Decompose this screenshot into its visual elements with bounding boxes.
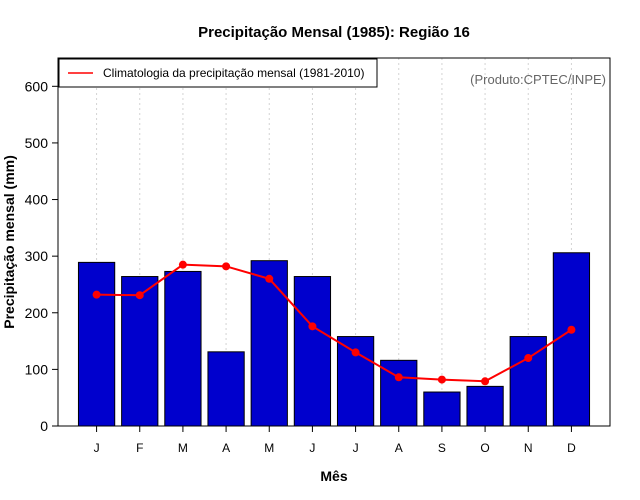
y-axis-label: Precipitação mensal (mm) bbox=[1, 155, 17, 329]
legend-box bbox=[58, 58, 378, 88]
bar-j-1 bbox=[77, 261, 116, 427]
climatology-point bbox=[222, 262, 231, 271]
bar-n-11 bbox=[509, 336, 547, 427]
chart-title: Precipitação Mensal (1985): Região 16 bbox=[198, 24, 470, 41]
climatology-point bbox=[524, 354, 533, 363]
bars-series bbox=[77, 252, 591, 427]
climatology-point bbox=[308, 322, 317, 331]
climatology-series bbox=[92, 260, 576, 386]
plot-frame bbox=[57, 57, 611, 427]
x-tick-label: N bbox=[524, 441, 533, 455]
x-tick-label: S bbox=[438, 441, 446, 455]
bar-m-5 bbox=[250, 260, 288, 427]
source-annotation: (Produto:CPTEC/INPE) bbox=[470, 72, 606, 87]
y-tick-label: 300 bbox=[25, 248, 49, 264]
bar-m-3 bbox=[164, 270, 202, 427]
bar-o-10 bbox=[466, 385, 504, 427]
x-tick-label: J bbox=[353, 441, 359, 455]
bar-d-12 bbox=[552, 252, 591, 427]
climatology-point bbox=[481, 377, 490, 386]
x-tick-label: D bbox=[567, 441, 576, 455]
x-axis-label: Mês bbox=[320, 468, 347, 484]
climatology-point bbox=[394, 373, 403, 382]
x-tick-label: M bbox=[178, 441, 188, 455]
bar-s-9 bbox=[423, 391, 461, 427]
climatology-point bbox=[92, 290, 101, 299]
y-tick-label: 500 bbox=[25, 135, 49, 151]
y-axis: 0 100 200 300 400 500 600 bbox=[25, 78, 58, 434]
x-tick-label: A bbox=[395, 441, 403, 455]
climatology-point bbox=[265, 274, 274, 283]
climatology-point bbox=[351, 348, 360, 357]
x-tick-label: J bbox=[94, 441, 100, 455]
y-tick-label: 0 bbox=[40, 418, 48, 434]
y-tick-label: 100 bbox=[25, 361, 49, 377]
x-tick-label: O bbox=[480, 441, 489, 455]
x-tick-label: J bbox=[309, 441, 315, 455]
climatology-point bbox=[567, 325, 576, 334]
climatology-point bbox=[178, 260, 187, 269]
y-tick-label: 600 bbox=[25, 78, 49, 94]
climatology-point bbox=[437, 375, 446, 384]
y-tick-label: 200 bbox=[25, 305, 49, 321]
climatology-line bbox=[96, 263, 572, 383]
x-tick-label: F bbox=[136, 441, 143, 455]
x-tick-label: M bbox=[264, 441, 274, 455]
x-tick-label: A bbox=[222, 441, 230, 455]
legend-label: Climatologia da precipitação mensal (198… bbox=[103, 66, 364, 80]
y-tick-label: 400 bbox=[25, 192, 49, 208]
bar-j-6 bbox=[293, 276, 332, 427]
legend: Climatologia da precipitação mensal (198… bbox=[58, 58, 378, 88]
bar-a-4 bbox=[207, 351, 245, 427]
climatology-point bbox=[135, 291, 144, 300]
